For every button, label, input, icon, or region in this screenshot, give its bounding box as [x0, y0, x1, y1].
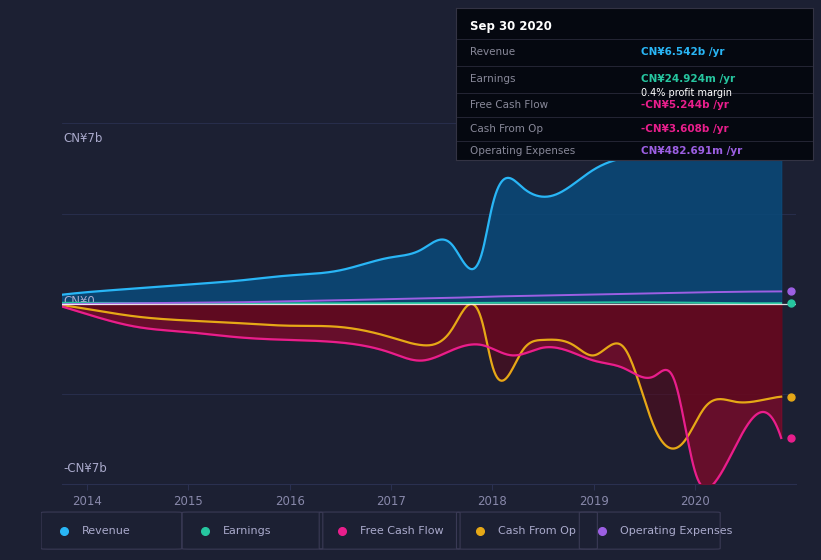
- Text: Free Cash Flow: Free Cash Flow: [470, 100, 548, 110]
- Text: Cash From Op: Cash From Op: [498, 526, 576, 535]
- Text: Revenue: Revenue: [82, 526, 131, 535]
- Text: Revenue: Revenue: [470, 47, 515, 57]
- Text: -CN¥7b: -CN¥7b: [64, 463, 108, 475]
- Text: CN¥6.542b /yr: CN¥6.542b /yr: [641, 47, 725, 57]
- Text: Sep 30 2020: Sep 30 2020: [470, 21, 552, 34]
- Text: Operating Expenses: Operating Expenses: [621, 526, 733, 535]
- Text: 0.4% profit margin: 0.4% profit margin: [641, 88, 732, 98]
- Text: Free Cash Flow: Free Cash Flow: [360, 526, 444, 535]
- Text: CN¥7b: CN¥7b: [64, 132, 103, 145]
- Text: CN¥482.691m /yr: CN¥482.691m /yr: [641, 146, 743, 156]
- Text: CN¥0: CN¥0: [64, 296, 95, 309]
- Text: CN¥24.924m /yr: CN¥24.924m /yr: [641, 74, 736, 85]
- Text: -CN¥3.608b /yr: -CN¥3.608b /yr: [641, 124, 729, 134]
- Text: -CN¥5.244b /yr: -CN¥5.244b /yr: [641, 100, 729, 110]
- Text: Earnings: Earnings: [223, 526, 272, 535]
- Text: Operating Expenses: Operating Expenses: [470, 146, 576, 156]
- Text: Earnings: Earnings: [470, 74, 516, 85]
- Text: Cash From Op: Cash From Op: [470, 124, 543, 134]
